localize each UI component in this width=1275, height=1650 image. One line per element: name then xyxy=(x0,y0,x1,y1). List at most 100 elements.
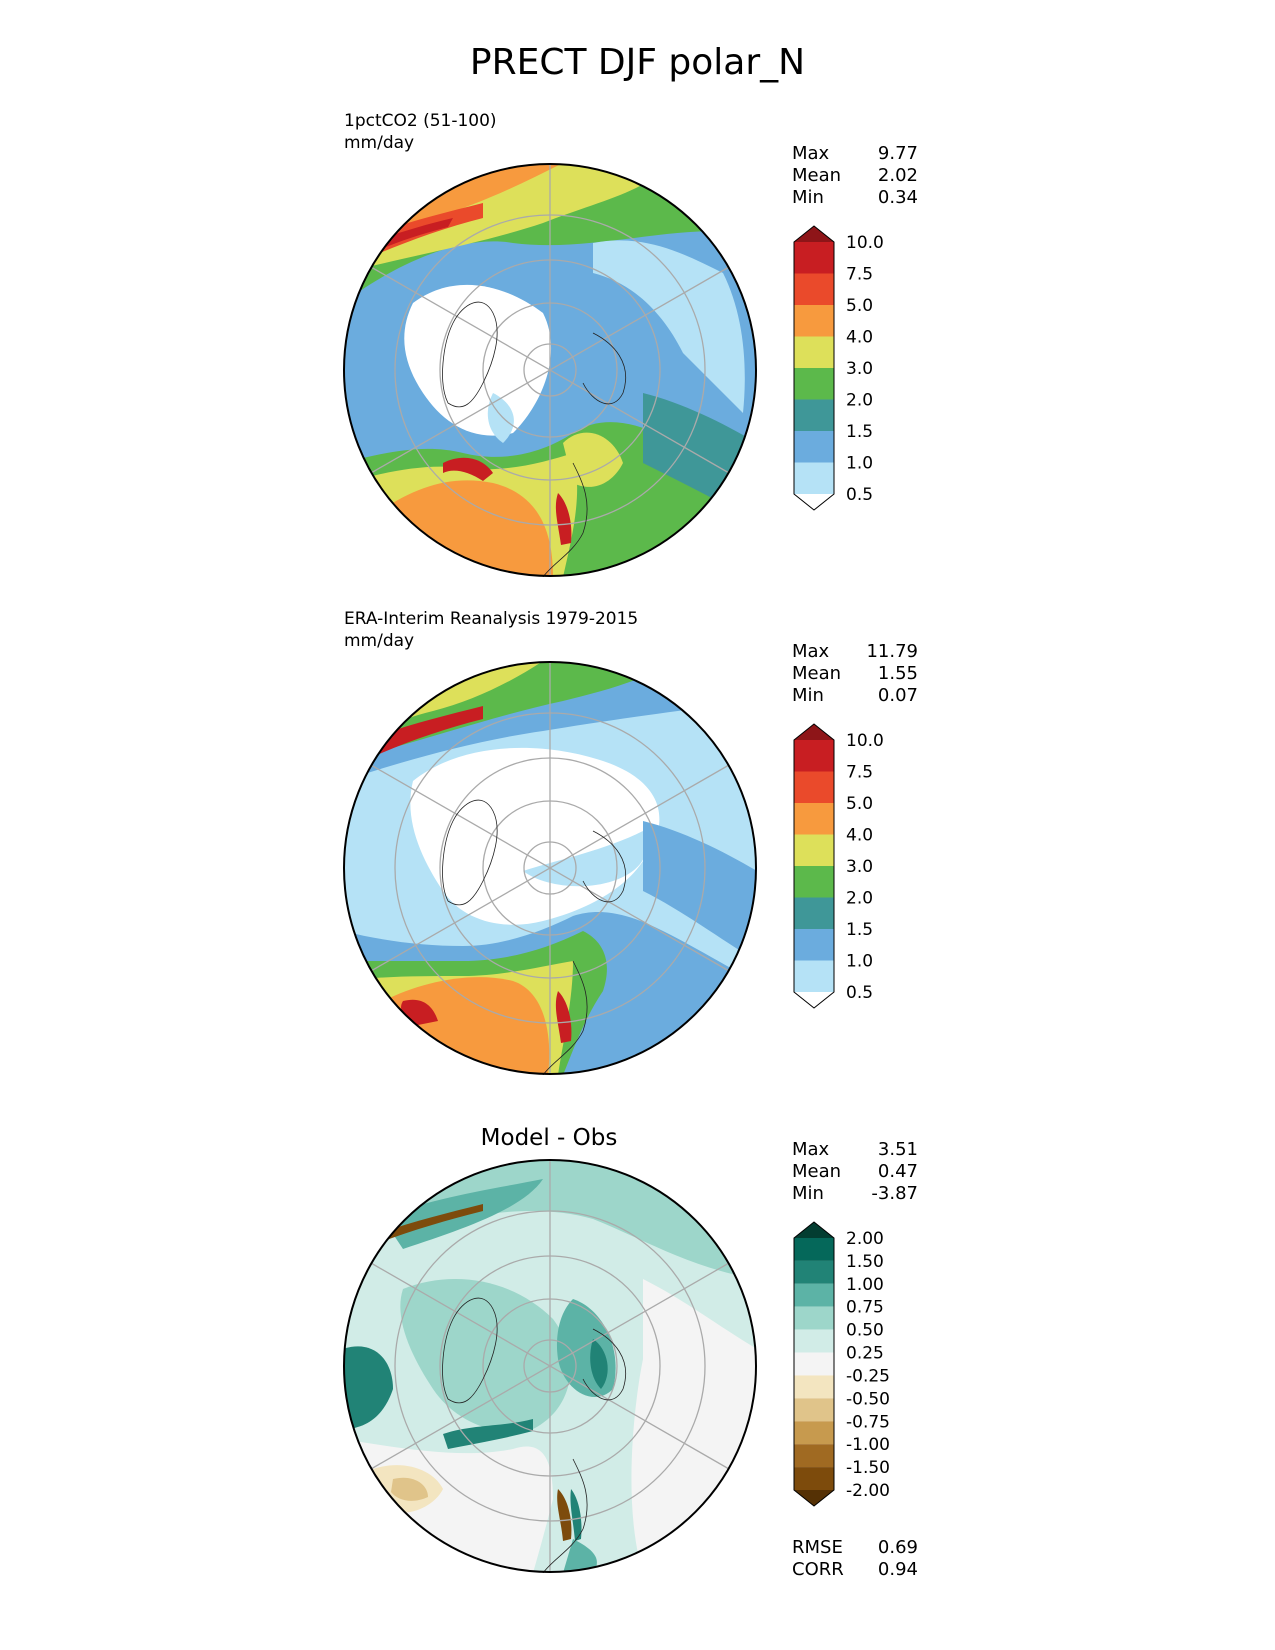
panel2-colorbar-tick-label: 5.0 xyxy=(846,794,873,814)
panel3-colorbar-swatch xyxy=(794,1375,834,1399)
panel3-colorbar-swatch xyxy=(794,1260,834,1284)
panel3-metrics: RMSE 0.69 CORR 0.94 xyxy=(792,1537,918,1581)
panel3-colorbar-labels: 2.00 1.50 1.00 0.75 0.50 0.25-0.25 -0.50 -0.75 -… xyxy=(846,1229,890,1501)
panel3-colorbar-swatch xyxy=(794,1352,834,1376)
panel2-label: ERA-Interim Reanalysis 1979-2015 xyxy=(344,609,639,629)
panel1-colorbar-tick-label: 5.0 xyxy=(846,296,873,316)
panel2-colorbar-tick-label: 1.0 xyxy=(846,952,873,972)
panel2-colorbar-swatch xyxy=(794,724,834,740)
panel2-colorbar-swatch xyxy=(794,834,834,866)
panel2-units: mm/day xyxy=(344,631,415,651)
panel3-colorbar-swatches xyxy=(793,1221,835,1507)
panel2-colorbar-swatch xyxy=(794,740,834,772)
panel2-boundary xyxy=(343,661,757,1075)
panel3-colorbar-tick-label: -0.75 xyxy=(846,1412,890,1432)
panel1-colorbar-swatch xyxy=(794,305,834,337)
panel3-colorbar-tick-label: -1.50 xyxy=(846,1458,890,1478)
panel1-colorbar-swatch xyxy=(794,273,834,305)
panel3-colorbar-swatch xyxy=(794,1398,834,1422)
panel1-colorbar-labels: 10.0 7.5 5.0 4.0 3.0 2.0 1.5 1.0 0.5 xyxy=(846,233,884,505)
panel3-colorbar-tick-label: 0.75 xyxy=(846,1298,884,1318)
panel3-title: Model - Obs xyxy=(480,1125,618,1151)
panel3-graticule xyxy=(370,1159,730,1573)
panel3-colorbar-swatch xyxy=(794,1490,834,1506)
panel1-colorbar-swatch xyxy=(794,431,834,463)
panel1-colorbar-swatch xyxy=(794,494,834,510)
panel2-graticule xyxy=(370,661,730,1075)
panel1-stat-mean: Mean 2.02 xyxy=(792,165,918,186)
panel1-colorbar-swatch xyxy=(794,242,834,274)
panel2-colorbar: 10.0 7.5 5.0 4.0 3.0 2.0 1.5 1.0 0.5 xyxy=(793,723,884,1009)
panel3-boundary xyxy=(343,1159,757,1573)
panel2-colorbar-tick-label: 2.0 xyxy=(846,889,873,909)
panel3-stat-mean: Mean 0.47 xyxy=(792,1161,918,1182)
panel2-colorbar-swatches xyxy=(793,723,835,1009)
panel3-metric-corr: CORR 0.94 xyxy=(792,1559,918,1580)
panel3-colorbar-tick-label: 2.00 xyxy=(846,1229,884,1249)
panel2-colorbar-swatch xyxy=(794,960,834,992)
panel3-colorbar-tick-label: -2.00 xyxy=(846,1481,890,1501)
panel2-colorbar-tick-label: 0.5 xyxy=(846,983,873,1003)
panel3-colorbar-tick-label: -1.00 xyxy=(846,1435,890,1455)
panel2-label-block: ERA-Interim Reanalysis 1979-2015 mm/day xyxy=(344,608,638,652)
panel3-colorbar-tick-label: 0.25 xyxy=(846,1344,884,1364)
panel2-colorbar-tick-label: 1.5 xyxy=(846,920,873,940)
panel3-colorbar-swatch xyxy=(794,1283,834,1307)
panel2-colorbar-swatch xyxy=(794,803,834,835)
panel3-colorbar: 2.00 1.50 1.00 0.75 0.50 0.25-0.25 -0.50 -0.75 -… xyxy=(793,1221,890,1507)
panel1-colorbar-tick-label: 4.0 xyxy=(846,328,873,348)
panel2-colorbar-swatch xyxy=(794,897,834,929)
panel3-colorbar-tick-label: 1.00 xyxy=(846,1275,884,1295)
panel1-polar-map xyxy=(343,163,757,577)
panel3-colorbar-tick-label: 0.50 xyxy=(846,1321,884,1341)
panel1-colorbar-tick-label: 3.0 xyxy=(846,359,873,379)
panel2-colorbar-labels: 10.0 7.5 5.0 4.0 3.0 2.0 1.5 1.0 0.5 xyxy=(846,731,884,1003)
panel2-stat-mean: Mean 1.55 xyxy=(792,663,918,684)
panel2-colorbar-tick-label: 3.0 xyxy=(846,857,873,877)
panel2-colorbar-swatch xyxy=(794,771,834,803)
panel1-colorbar-swatch xyxy=(794,462,834,494)
panel3-metric-rmse: RMSE 0.69 xyxy=(792,1537,918,1558)
panel3-coastlines xyxy=(442,1297,627,1573)
panel2-polar-map xyxy=(343,661,757,1075)
panel1-colorbar-tick-label: 2.0 xyxy=(846,391,873,411)
panel1-colorbar-tick-label: 1.5 xyxy=(846,422,873,442)
panel1-colorbar-tick-label: 10.0 xyxy=(846,233,884,253)
panel3-colorbar-swatch xyxy=(794,1329,834,1353)
panel1-graticule xyxy=(370,163,730,577)
panel3-stat-max: Max 3.51 xyxy=(792,1139,918,1160)
panel1-colorbar-swatch xyxy=(794,226,834,242)
panel3-colorbar-tick-label: -0.50 xyxy=(846,1389,890,1409)
panel1-stat-min: Min 0.34 xyxy=(792,187,918,208)
panel1-colorbar: 10.0 7.5 5.0 4.0 3.0 2.0 1.5 1.0 0.5 xyxy=(793,225,884,511)
panel1-stats: Max 9.77 Mean 2.02 Min 0.34 xyxy=(792,143,918,209)
panel2-coastlines xyxy=(442,799,627,1075)
panel1-stat-max: Max 9.77 xyxy=(792,143,918,164)
panel3-colorbar-swatch xyxy=(794,1238,834,1261)
panel1-colorbar-tick-label: 7.5 xyxy=(846,265,873,285)
panel1-label-block: 1pctCO2 (51-100) mm/day xyxy=(344,110,497,154)
figure-title: PRECT DJF polar_N xyxy=(469,42,806,83)
panel2-colorbar-outline xyxy=(793,723,835,1009)
panel3-colorbar-swatch xyxy=(794,1222,834,1238)
panel1-colorbar-swatch xyxy=(794,368,834,400)
panel2-stats: Max 11.79 Mean 1.55 Min 0.07 xyxy=(792,641,918,707)
panel3-colorbar-swatch xyxy=(794,1467,834,1490)
panel3-colorbar-tick-label: 1.50 xyxy=(846,1252,884,1272)
panel2-colorbar-tick-label: 7.5 xyxy=(846,763,873,783)
panel1-colorbar-swatch xyxy=(794,399,834,431)
panel3-stat-min: Min -3.87 xyxy=(792,1183,918,1204)
panel1-label: 1pctCO2 (51-100) xyxy=(344,111,497,131)
panel1-coastlines xyxy=(442,301,627,577)
panel1-colorbar-swatches xyxy=(793,225,835,511)
panel2-stat-min: Min 0.07 xyxy=(792,685,918,706)
panel2-colorbar-tick-label: 4.0 xyxy=(846,826,873,846)
panel1-colorbar-outline xyxy=(793,225,835,511)
panel1-colorbar-swatch xyxy=(794,336,834,368)
panel1-colorbar-tick-label: 1.0 xyxy=(846,454,873,474)
panel1-units: mm/day xyxy=(344,133,415,153)
panel2-colorbar-swatch xyxy=(794,992,834,1008)
panel3-colorbar-swatch xyxy=(794,1306,834,1330)
panel3-colorbar-swatch xyxy=(794,1421,834,1445)
panel2-stat-max: Max 11.79 xyxy=(792,641,918,662)
